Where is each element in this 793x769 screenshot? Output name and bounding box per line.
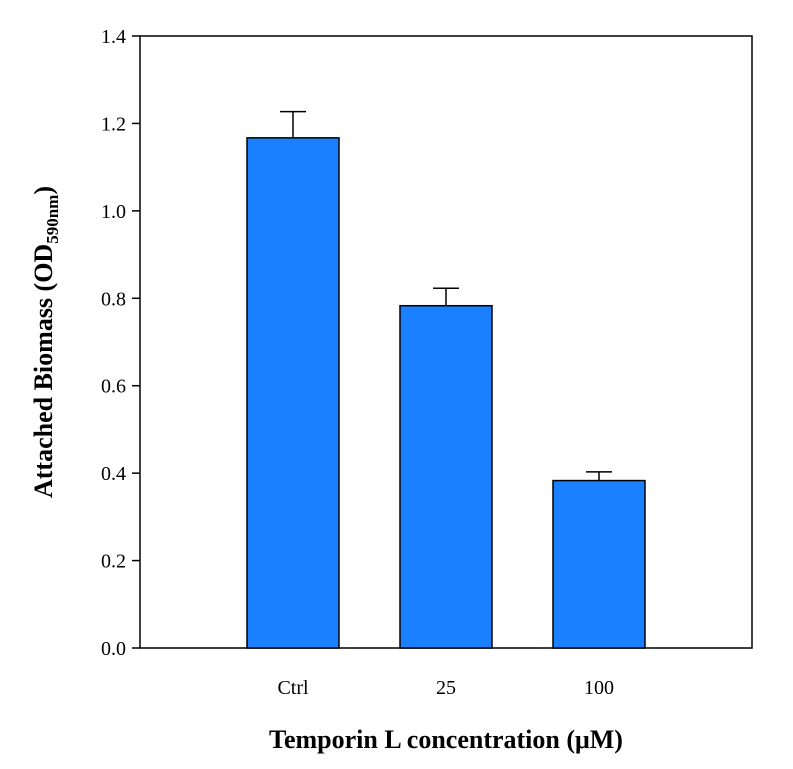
y-tick-label: 1.0 <box>101 201 126 223</box>
x-tick-label-100: 100 <box>584 677 614 699</box>
x-tick-label-25: 25 <box>436 677 456 699</box>
bars-group <box>246 137 646 649</box>
x-axis-title: Temporin L concentration (μM) <box>269 725 623 754</box>
bar-25 <box>399 304 493 649</box>
y-tick-label: 1.2 <box>101 113 126 135</box>
bar-ctrl <box>246 137 340 649</box>
y-tick-label: 0.2 <box>101 551 126 573</box>
y-tick-label: 0.6 <box>101 376 126 398</box>
y-axis-title-subscript: 590nm <box>43 195 62 244</box>
x-axis-labels: Ctrl 25 100 <box>277 677 614 699</box>
y-tick-label: 0.0 <box>101 638 126 660</box>
y-axis-title-close: ) <box>29 186 58 195</box>
y-tick-label: 0.8 <box>101 288 126 310</box>
y-axis-title: Attached Biomass (OD590nm) <box>29 186 62 498</box>
y-tick-label: 1.4 <box>101 26 126 48</box>
y-tick-label: 0.4 <box>101 463 126 485</box>
bar-100 <box>552 479 646 649</box>
error-bars-group <box>280 110 612 481</box>
y-axis-title-main: Attached Biomass (OD <box>29 244 58 498</box>
x-tick-label-ctrl: Ctrl <box>277 677 309 699</box>
y-axis-ticks: 0.0 0.2 0.4 0.6 0.8 1.0 1.2 1.4 <box>101 26 140 660</box>
